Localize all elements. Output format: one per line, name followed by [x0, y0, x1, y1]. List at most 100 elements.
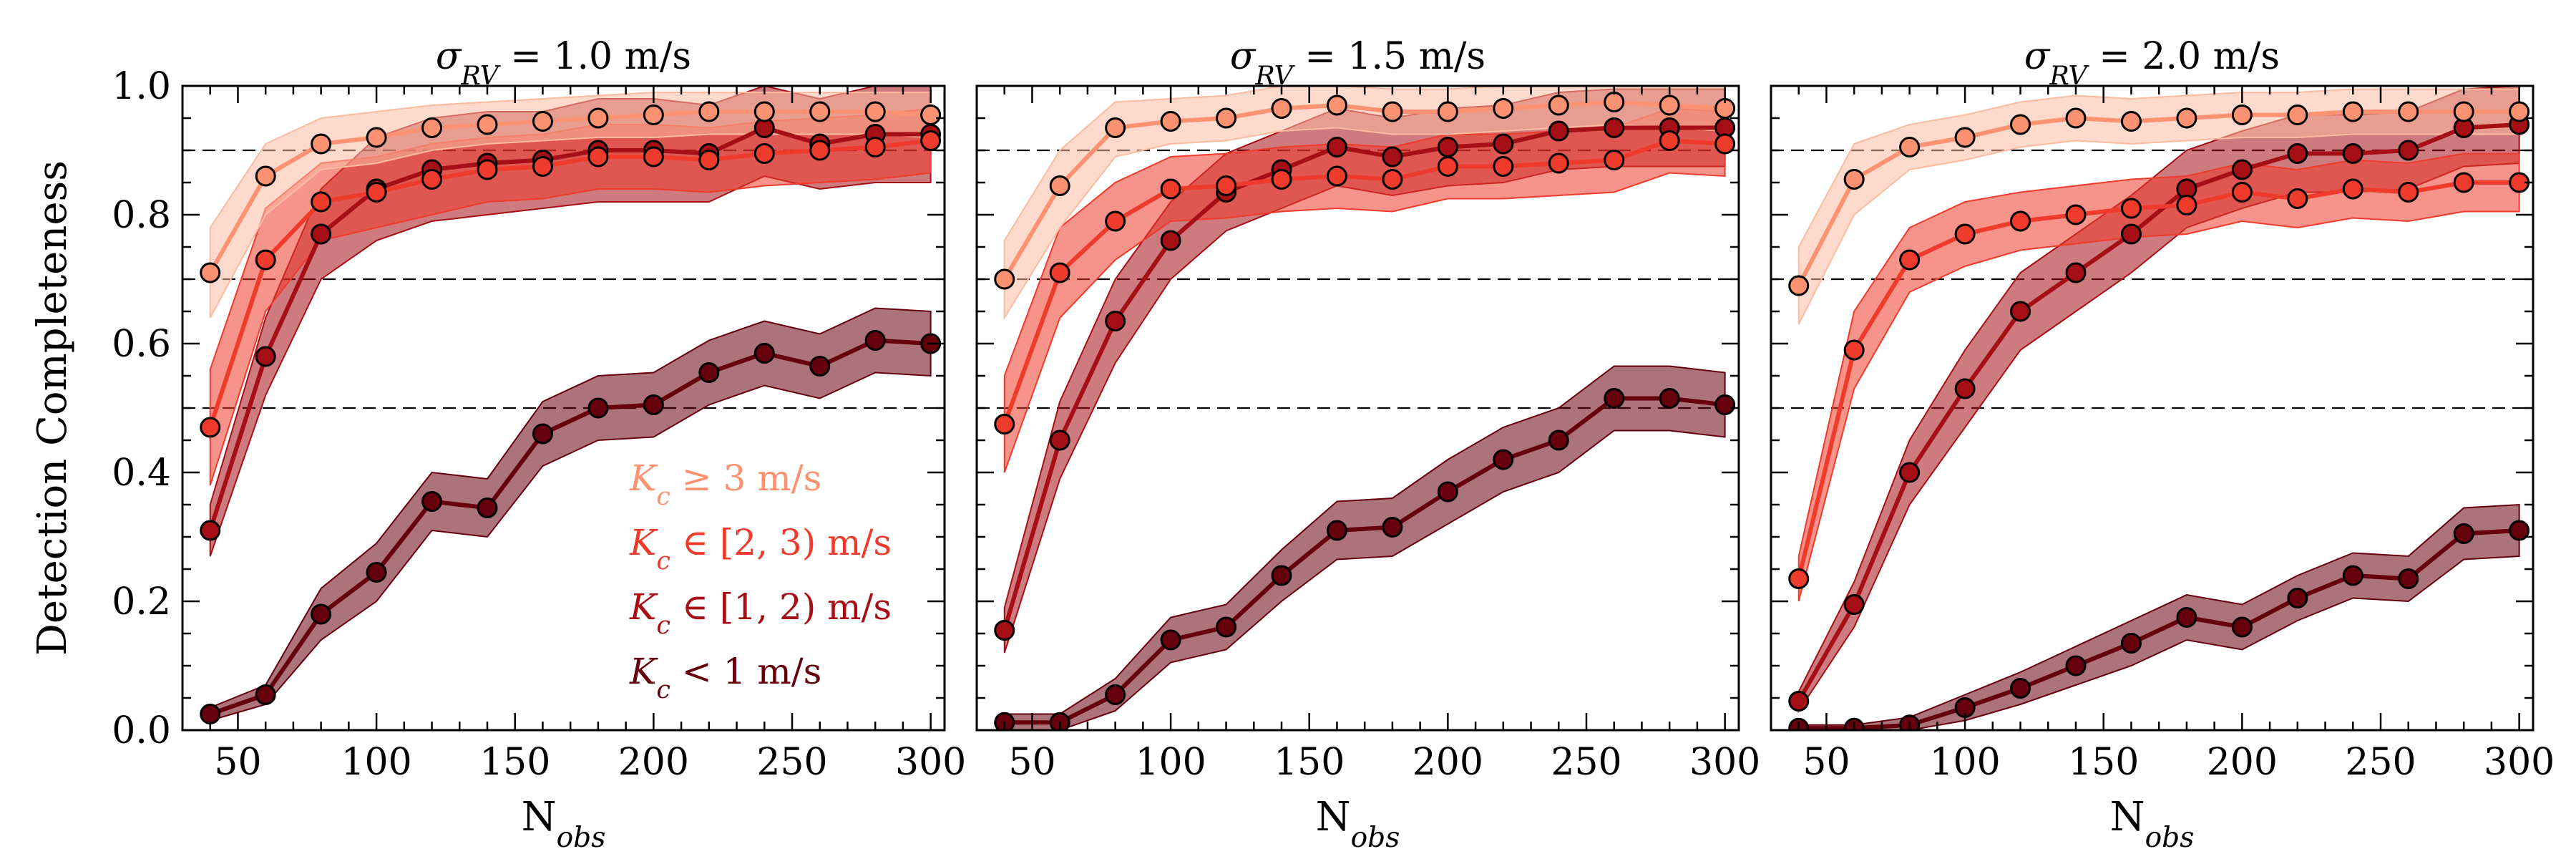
data-point	[2176, 107, 2197, 129]
uncertainty-band	[1003, 107, 1726, 473]
data-point	[1843, 339, 1865, 361]
legend-entry: Kc ∈ [2, 3) m/s	[629, 522, 892, 576]
data-point	[1049, 262, 1070, 283]
plot-area	[182, 86, 945, 724]
x-tick-label: 300	[895, 741, 966, 784]
data-point	[1899, 462, 1921, 483]
data-point	[1437, 137, 1458, 157]
data-point	[532, 423, 553, 445]
data-point	[2231, 105, 2253, 125]
data-point	[311, 133, 332, 155]
data-point	[1493, 98, 1514, 119]
x-axis-title: Nobs	[1316, 794, 1400, 854]
data-point	[2120, 111, 2142, 132]
data-point	[200, 704, 221, 724]
data-point	[1049, 175, 1070, 196]
data-point	[1382, 101, 1403, 122]
data-point	[753, 101, 775, 122]
data-point	[587, 107, 609, 129]
x-tick-label: 100	[1929, 741, 2000, 784]
data-point	[311, 603, 332, 625]
legend-entry: Kc ≥ 3 m/s	[629, 457, 821, 511]
data-point	[1788, 568, 1810, 589]
data-point	[1160, 111, 1181, 132]
data-point	[1382, 169, 1403, 190]
data-point	[920, 130, 942, 151]
data-point	[1493, 156, 1514, 177]
data-point	[2010, 678, 2031, 699]
data-point	[698, 101, 720, 122]
data-point	[698, 362, 720, 383]
data-point	[2398, 101, 2419, 122]
panel-1: 50 100 150 200 250 300 0.0 0.2 0.4 0.6 0.8 1.0 Detec…	[29, 35, 966, 854]
data-point	[477, 114, 498, 135]
y-tick-label: 1.0	[112, 65, 171, 108]
data-point	[200, 417, 221, 438]
uncertainty-band	[1003, 365, 1726, 730]
data-point	[1437, 481, 1458, 503]
data-point	[2453, 172, 2474, 193]
data-point	[200, 520, 221, 541]
data-point	[2231, 159, 2253, 180]
y-tick-label: 0.0	[112, 709, 171, 752]
data-point	[2453, 523, 2474, 544]
x-tick-label: 50	[1802, 741, 1850, 784]
x-axis-title: Nobs	[2110, 794, 2195, 854]
data-point	[1049, 430, 1070, 451]
data-point	[2287, 105, 2308, 125]
panel-title: σRV = 1.0 m/s	[436, 35, 691, 91]
series-line	[1004, 396, 1725, 725]
data-point	[1271, 565, 1292, 586]
x-axis-title: Nobs	[522, 794, 606, 854]
panel-title: σRV = 2.0 m/s	[2024, 35, 2280, 91]
panel-3: 50 100 150 200 250 300 Nobs σRV = 2.0 m/s	[1770, 35, 2555, 854]
data-point	[920, 105, 942, 125]
data-point	[753, 143, 775, 164]
data-point	[1899, 137, 1921, 157]
data-point	[2231, 182, 2253, 203]
data-point	[809, 140, 831, 161]
data-point	[1437, 101, 1458, 122]
data-point	[1216, 616, 1237, 638]
data-point	[1548, 120, 1569, 142]
data-point	[477, 159, 498, 180]
data-point	[864, 330, 886, 351]
data-point	[1493, 449, 1514, 470]
data-point	[1271, 169, 1292, 190]
data-point	[2120, 633, 2142, 654]
data-point	[1659, 130, 1680, 151]
data-point	[1271, 98, 1292, 119]
plot-area	[977, 86, 1739, 730]
data-point	[2453, 101, 2474, 122]
y-tick-label: 0.4	[112, 452, 171, 495]
data-point	[2342, 101, 2363, 122]
data-point	[1493, 133, 1514, 155]
data-point	[2398, 568, 2419, 589]
data-point	[311, 223, 332, 245]
data-point	[2342, 565, 2363, 586]
y-tick-label: 0.2	[112, 581, 171, 623]
y-tick-label: 0.8	[112, 194, 171, 237]
data-point	[532, 111, 553, 132]
data-point	[421, 117, 443, 138]
x-tick-label: 200	[1413, 741, 1483, 784]
data-point	[1326, 165, 1347, 187]
data-point	[1382, 517, 1403, 538]
data-point	[255, 684, 276, 705]
data-point	[255, 346, 276, 367]
data-point	[1714, 133, 1736, 155]
data-point	[809, 356, 831, 377]
data-point	[643, 394, 664, 415]
y-tick-label: 0.6	[112, 323, 171, 366]
data-point	[698, 150, 720, 170]
data-point	[1659, 94, 1680, 116]
data-point	[1216, 107, 1237, 129]
data-point	[2065, 262, 2087, 283]
data-point	[1548, 94, 1569, 116]
data-point	[200, 262, 221, 283]
data-point	[1714, 394, 1736, 415]
data-point	[994, 268, 1015, 290]
y-axis-title: Detection Completeness	[29, 160, 76, 656]
x-tick-label: 100	[1135, 741, 1206, 784]
x-tick-label: 300	[1689, 741, 1760, 784]
